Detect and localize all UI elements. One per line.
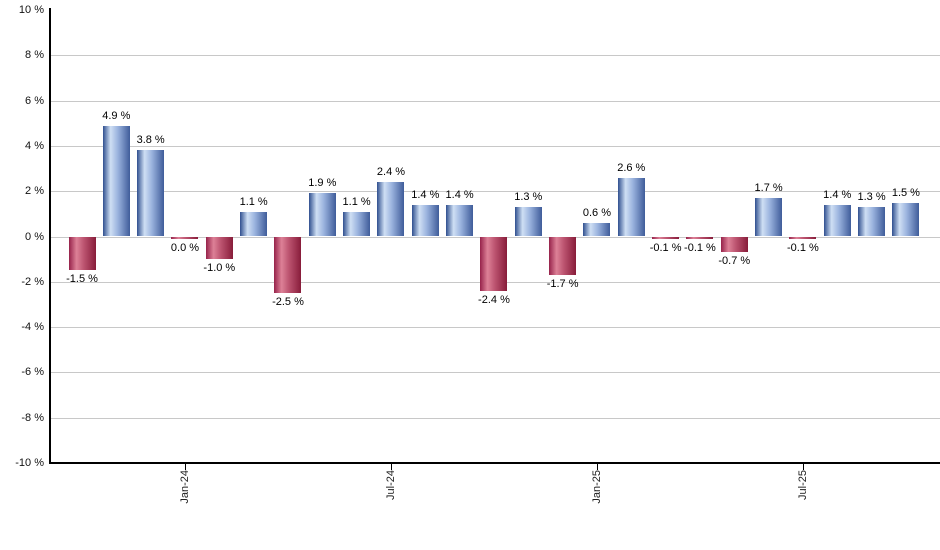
bar-value-label: 2.4 % xyxy=(376,166,406,179)
bar[interactable] xyxy=(171,236,199,239)
bar[interactable] xyxy=(755,197,783,237)
bar[interactable] xyxy=(446,204,474,237)
bar-value-label: 1.4 % xyxy=(411,188,440,201)
x-axis-tick-label: Jan-25 xyxy=(590,470,603,504)
x-axis-tick-label: Jul-24 xyxy=(384,470,397,500)
bar[interactable] xyxy=(583,222,611,237)
x-axis-tick-label: Jul-25 xyxy=(796,470,809,500)
bar-value-label: -0.1 % xyxy=(787,241,819,254)
bar-value-label: -2.5 % xyxy=(272,296,304,309)
bar-value-label: 1.9 % xyxy=(308,177,337,190)
bar[interactable] xyxy=(858,207,886,237)
bar[interactable] xyxy=(274,236,302,294)
bar-value-label: -0.1 % xyxy=(684,241,716,254)
bar-value-label: -1.0 % xyxy=(203,262,236,275)
y-axis-tick-label: 2 % xyxy=(25,185,44,198)
x-axis-tick-label: Jan-24 xyxy=(178,470,191,504)
bar[interactable] xyxy=(205,236,233,260)
gridline xyxy=(51,100,940,102)
y-axis-tick-label: 4 % xyxy=(25,139,44,152)
bar[interactable] xyxy=(411,204,439,237)
y-axis-tick-label: -10 % xyxy=(15,457,44,469)
gridline xyxy=(51,55,940,57)
y-axis-tick-label: 8 % xyxy=(25,49,44,62)
bar[interactable] xyxy=(137,150,165,237)
bar[interactable] xyxy=(514,207,542,237)
bar[interactable] xyxy=(68,236,96,271)
bar[interactable] xyxy=(823,204,851,237)
bar-value-label: 1.3 % xyxy=(857,191,886,204)
bar[interactable] xyxy=(652,236,680,239)
bar-value-label: 1.1 % xyxy=(342,195,371,208)
gridline xyxy=(51,327,940,329)
bar-value-label: -1.7 % xyxy=(546,278,579,290)
bar[interactable] xyxy=(686,236,714,239)
bar-value-label: 1.4 % xyxy=(445,188,474,201)
y-axis-tick-label: -8 % xyxy=(21,411,44,424)
x-axis-tick xyxy=(390,464,392,470)
bar[interactable] xyxy=(102,125,130,237)
bar-value-label: -1.5 % xyxy=(66,273,98,286)
bar-value-label: -2.4 % xyxy=(478,293,510,306)
bar[interactable] xyxy=(892,202,920,237)
bar-value-label: 1.3 % xyxy=(514,191,543,204)
bar-value-label: 2.6 % xyxy=(617,161,646,174)
y-axis-tick-label: 10 % xyxy=(18,4,44,16)
bar[interactable] xyxy=(240,211,268,237)
bar-value-label: 1.1 % xyxy=(239,195,268,208)
x-axis-tick xyxy=(184,464,186,470)
y-axis-line xyxy=(49,8,51,464)
bar[interactable] xyxy=(308,193,336,237)
y-axis-tick-label: -6 % xyxy=(21,366,44,379)
gridline xyxy=(51,372,940,374)
bar-value-label: 0.0 % xyxy=(170,241,200,254)
bar[interactable] xyxy=(480,236,508,291)
bar-value-label: 1.7 % xyxy=(754,181,783,194)
y-axis-tick-label: 0 % xyxy=(25,230,44,243)
gridline xyxy=(51,145,940,147)
bar[interactable] xyxy=(343,211,371,237)
y-axis-tick-label: -2 % xyxy=(21,275,44,288)
x-axis-tick xyxy=(802,464,804,470)
gridline xyxy=(51,191,940,193)
x-axis-line xyxy=(49,462,940,464)
x-axis-tick xyxy=(596,464,598,470)
bar-value-label: -0.7 % xyxy=(718,255,751,268)
bar[interactable] xyxy=(789,236,817,239)
bar[interactable] xyxy=(549,236,577,275)
bar-value-label: 0.6 % xyxy=(582,206,612,219)
bar[interactable] xyxy=(720,236,748,253)
gridline xyxy=(51,417,940,419)
bar-value-label: 4.9 % xyxy=(102,109,131,122)
bar-value-label: -0.1 % xyxy=(649,241,682,254)
y-axis-tick-label: 6 % xyxy=(25,94,44,107)
bar[interactable] xyxy=(377,182,405,237)
bar-value-label: 1.4 % xyxy=(823,188,852,201)
bar-value-label: 1.5 % xyxy=(891,186,920,199)
bar-value-label: 3.8 % xyxy=(136,134,165,147)
bar[interactable] xyxy=(617,177,645,237)
y-axis-tick-label: -4 % xyxy=(21,321,44,334)
